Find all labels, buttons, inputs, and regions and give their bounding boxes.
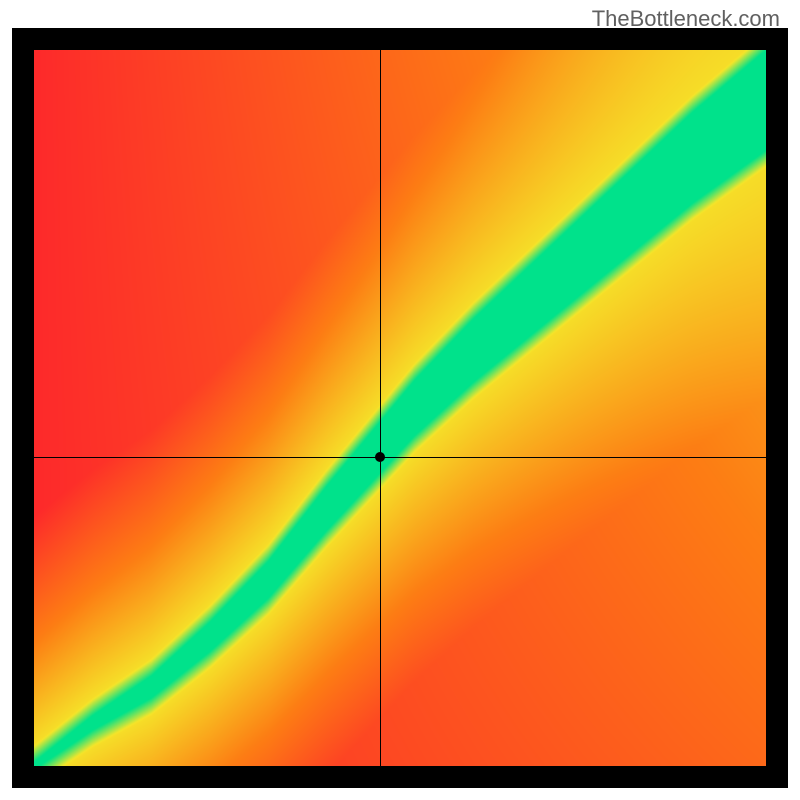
crosshair-vertical: [380, 50, 381, 766]
crosshair-horizontal: [34, 457, 766, 458]
plot-frame: [12, 28, 788, 788]
watermark-text: TheBottleneck.com: [592, 6, 780, 32]
chart-container: TheBottleneck.com: [0, 0, 800, 800]
marker-point: [375, 452, 385, 462]
heatmap-canvas: [34, 50, 766, 766]
plot-area: [34, 50, 766, 766]
